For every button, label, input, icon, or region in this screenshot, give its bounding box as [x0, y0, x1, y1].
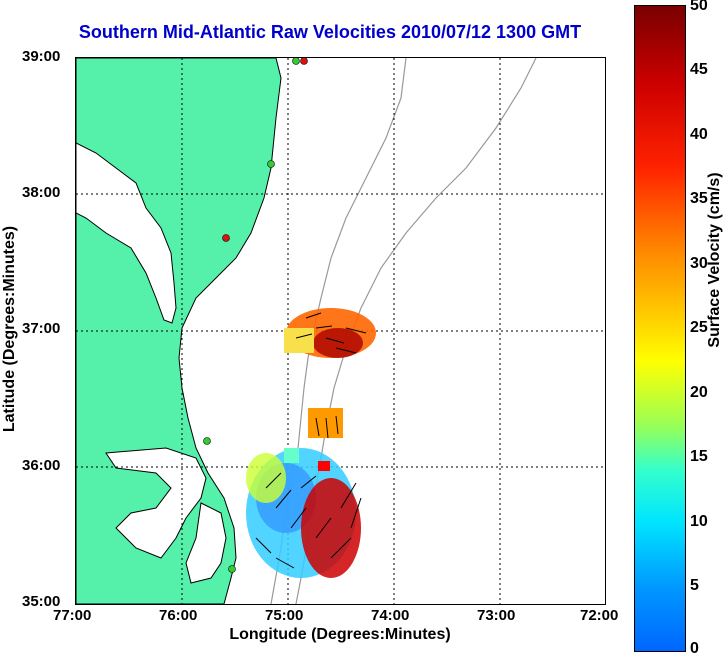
y-tick-label: 38:00	[22, 184, 61, 201]
colorbar	[634, 5, 686, 652]
colorbar-tick: 45	[690, 61, 708, 78]
albemarle-sound	[105, 447, 207, 559]
map-canvas	[76, 58, 605, 604]
map-title: Southern Mid-Atlantic Raw Velocities 201…	[78, 22, 582, 42]
y-tick-label: 36:00	[22, 457, 61, 474]
colorbar-tick: 5	[690, 577, 699, 594]
colorbar-tick: 50	[690, 0, 708, 14]
chesapeake-bay	[76, 142, 177, 324]
x-tick-label: 76:00	[159, 607, 198, 624]
x-tick-label: 73:00	[477, 607, 516, 624]
colorbar-tick: 30	[690, 255, 708, 272]
pamlico-sound	[185, 502, 227, 584]
x-axis-label: Longitude (Degrees:Minutes)	[229, 626, 451, 643]
velocity-patch-south	[246, 448, 361, 578]
colorbar-tick: 15	[690, 448, 708, 465]
colorbar-tick: 25	[690, 319, 708, 336]
x-tick-label: 72:00	[580, 607, 619, 624]
colorbar-tick: 40	[690, 126, 708, 143]
colorbar-tick: 20	[690, 384, 708, 401]
y-tick-label: 37:00	[22, 320, 61, 337]
colorbar-gradient	[635, 6, 685, 651]
velocity-patch-north	[284, 308, 376, 358]
velocity-arrows	[255, 312, 367, 569]
station-5-marker	[203, 437, 211, 445]
map-frame	[75, 57, 606, 605]
x-tick-label: 75:00	[265, 607, 304, 624]
station-6-marker	[228, 565, 236, 573]
y-axis-label: Latitude (Degrees:Minutes)	[1, 225, 18, 433]
colorbar-tick: 0	[690, 640, 699, 657]
y-tick-label: 35:00	[22, 593, 61, 610]
station-2-marker	[292, 58, 300, 65]
station-4-marker	[222, 234, 230, 242]
y-tick-label: 39:00	[22, 48, 61, 65]
station-3-marker	[267, 160, 275, 168]
colorbar-tick: 10	[690, 513, 708, 530]
x-tick-label: 77:00	[53, 607, 92, 624]
x-tick-label: 74:00	[371, 607, 410, 624]
colorbar-tick: 35	[690, 190, 708, 207]
colorbar-label: Surface Velocity (cm/s)	[706, 172, 723, 348]
station-1-marker	[300, 58, 308, 65]
